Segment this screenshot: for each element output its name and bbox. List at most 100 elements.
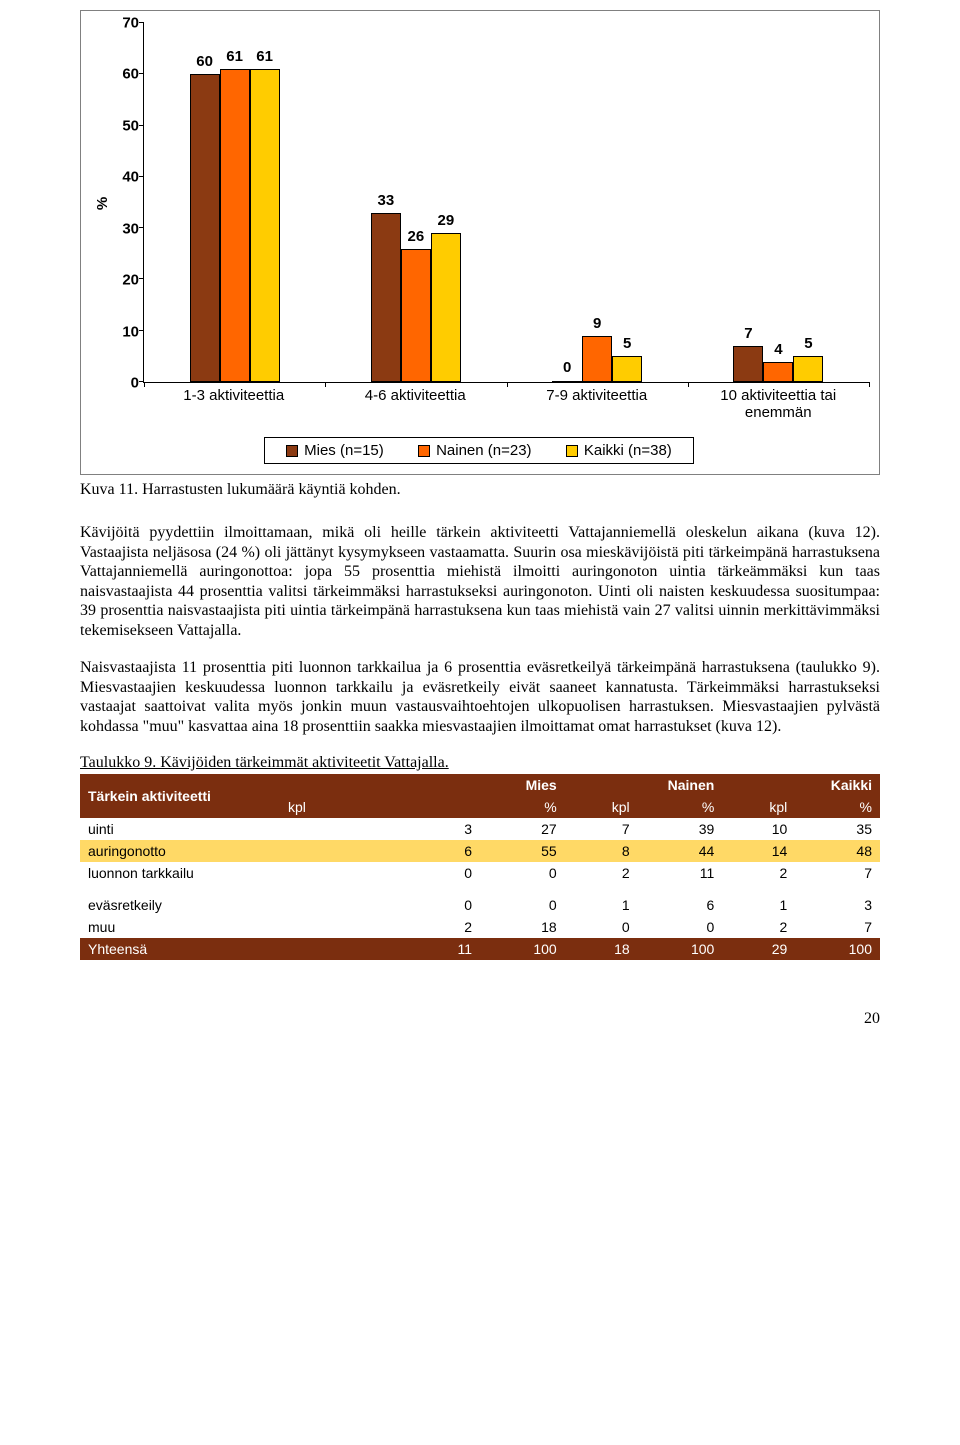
bar: 5 <box>612 356 642 382</box>
table-cell: 18 <box>565 938 638 960</box>
bar: 61 <box>220 69 250 382</box>
table-cell: 35 <box>795 818 880 840</box>
bar: 5 <box>793 356 823 382</box>
table-row: auringonotto6558441448 <box>80 840 880 862</box>
table-cell: 6 <box>280 840 480 862</box>
x-axis-category-label: 10 aktiviteettia tai enemmän <box>698 387 858 421</box>
table-cell: 100 <box>638 938 723 960</box>
table-cell <box>638 884 723 894</box>
page-number: 20 <box>80 1010 880 1028</box>
table-cell: 7 <box>795 862 880 884</box>
category-group: 745 <box>699 23 859 382</box>
table-cell: 18 <box>480 916 565 938</box>
table-cell: 2 <box>565 862 638 884</box>
table-subheader-cell: % <box>480 796 565 818</box>
legend-item: Kaikki (n=38) <box>566 442 672 459</box>
table-cell: 2 <box>280 916 480 938</box>
table-cell <box>565 884 638 894</box>
table-caption: Taulukko 9. Kävijöiden tärkeimmät aktivi… <box>80 754 880 772</box>
table-cell: 1 <box>722 894 795 916</box>
table-cell: 0 <box>480 862 565 884</box>
x-axis-category-label: 7-9 aktiviteettia <box>517 387 677 421</box>
bar: 60 <box>190 74 220 382</box>
table-cell: 11 <box>638 862 723 884</box>
table-cell: 55 <box>480 840 565 862</box>
bar: 33 <box>371 213 401 382</box>
legend-swatch <box>418 445 430 457</box>
table-cell: 2 <box>722 916 795 938</box>
bar: 26 <box>401 249 431 382</box>
table-subheader-cell: kpl <box>280 796 480 818</box>
category-group: 606161 <box>155 23 315 382</box>
legend-label: Nainen (n=23) <box>436 442 531 459</box>
table-subheader-cell: kpl <box>565 796 638 818</box>
legend-label: Mies (n=15) <box>304 442 384 459</box>
table-cell: 1 <box>565 894 638 916</box>
table-cell: auringonotto <box>80 840 280 862</box>
table-header: Tärkein aktiviteettiMiesNainenKaikkikpl%… <box>80 774 880 818</box>
data-table: Tärkein aktiviteettiMiesNainenKaikkikpl%… <box>80 774 880 960</box>
bar-value-label: 60 <box>196 53 213 70</box>
table-row: Yhteensä111001810029100 <box>80 938 880 960</box>
bar-value-label: 0 <box>563 359 571 376</box>
table-cell: 27 <box>480 818 565 840</box>
table-cell: 8 <box>565 840 638 862</box>
table-cell <box>795 884 880 894</box>
bar-value-label: 29 <box>438 212 455 229</box>
legend-label: Kaikki (n=38) <box>584 442 672 459</box>
table-cell <box>80 884 280 894</box>
table-subheader-cell: kpl <box>722 796 795 818</box>
y-tick-label: 50 <box>122 117 139 134</box>
bar: 4 <box>763 362 793 383</box>
bar-value-label: 61 <box>226 48 243 65</box>
paragraph-2: Naisvastaajista 11 prosenttia piti luonn… <box>80 658 880 736</box>
category-group: 332629 <box>336 23 496 382</box>
table-cell: 7 <box>565 818 638 840</box>
y-axis-label: % <box>95 196 112 209</box>
y-tick-label: 60 <box>122 66 139 83</box>
table-cell: uinti <box>80 818 280 840</box>
chart-legend: Mies (n=15) Nainen (n=23) Kaikki (n=38) <box>264 437 694 464</box>
table-cell <box>480 884 565 894</box>
table-cell: 0 <box>480 894 565 916</box>
table-cell: 0 <box>565 916 638 938</box>
legend-swatch <box>286 445 298 457</box>
table-cell: 11 <box>280 938 480 960</box>
x-axis-category-label: 1-3 aktiviteettia <box>154 387 314 421</box>
y-tick-label: 30 <box>122 220 139 237</box>
table-cell: 7 <box>795 916 880 938</box>
table-header-cell: Nainen <box>565 774 723 796</box>
paragraph-1: Kävijöitä pyydettiin ilmoittamaan, mikä … <box>80 523 880 640</box>
table-cell: 29 <box>722 938 795 960</box>
plot-area: 606161332629095745 <box>143 23 869 383</box>
table-cell: 0 <box>638 916 723 938</box>
y-axis-label-box: % <box>89 23 117 383</box>
table-cell: 48 <box>795 840 880 862</box>
table-cell <box>722 884 795 894</box>
legend-item: Nainen (n=23) <box>418 442 531 459</box>
table-cell: 0 <box>280 894 480 916</box>
table-cell: Yhteensä <box>80 938 280 960</box>
legend-item: Mies (n=15) <box>286 442 384 459</box>
bar: 7 <box>733 346 763 382</box>
bar-value-label: 26 <box>408 228 425 245</box>
table-row: eväsretkeily001613 <box>80 894 880 916</box>
table-cell: 44 <box>638 840 723 862</box>
table-cell: 100 <box>480 938 565 960</box>
legend-swatch <box>566 445 578 457</box>
table-cell: 6 <box>638 894 723 916</box>
y-tick-label: 70 <box>122 15 139 32</box>
bar: 29 <box>431 233 461 382</box>
x-axis-category-label: 4-6 aktiviteettia <box>335 387 495 421</box>
table-row <box>80 884 880 894</box>
bar: 0 <box>552 381 582 382</box>
bar: 61 <box>250 69 280 382</box>
table-cell: 3 <box>795 894 880 916</box>
bar-value-label: 4 <box>774 341 782 358</box>
bar-value-label: 33 <box>378 192 395 209</box>
x-axis-labels: 1-3 aktiviteettia 4-6 aktiviteettia 7-9 ak… <box>143 387 869 421</box>
table-subheader-cell: % <box>638 796 723 818</box>
category-groups: 606161332629095745 <box>144 23 869 382</box>
table-cell: 10 <box>722 818 795 840</box>
y-tick-label: 0 <box>131 375 139 392</box>
